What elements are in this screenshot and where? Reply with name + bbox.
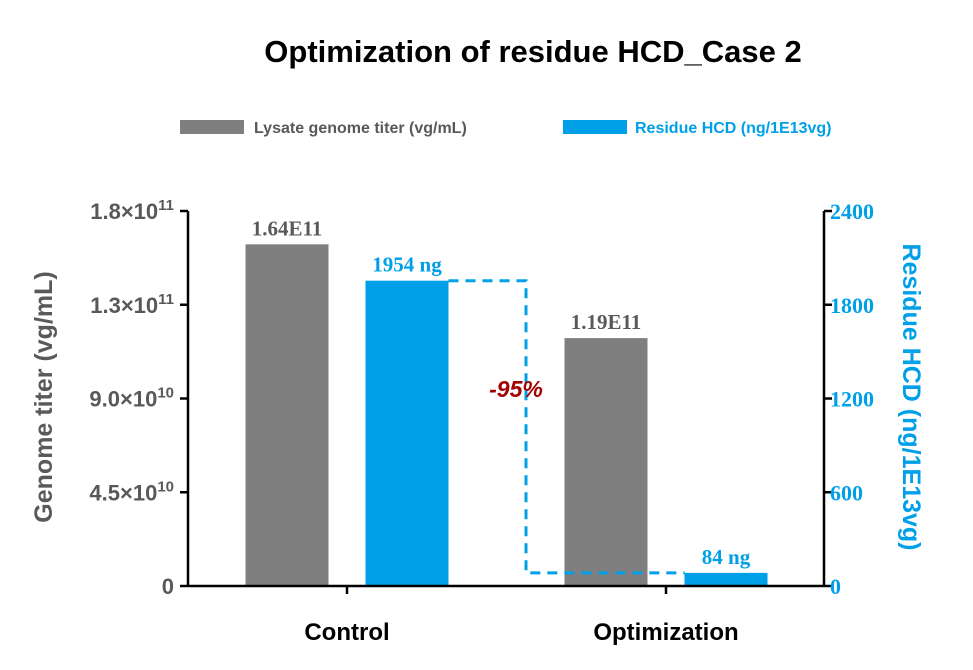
annotation: -95% [448, 279, 685, 575]
data-label-residue-hcd: 84 ng [702, 545, 751, 569]
y-right-tick-label: 1200 [830, 387, 874, 412]
category-labels: Control Optimization [304, 619, 738, 646]
chart-title: Optimization of residue HCD_Case 2 [264, 34, 801, 69]
legend: Lysate genome titer (vg/mL) Residue HCD … [180, 120, 831, 137]
legend-swatch-residue-hcd [563, 120, 627, 134]
y-right-tick-label: 0 [830, 574, 841, 599]
bar-residue-hcd [365, 280, 449, 586]
data-labels: 1.64E11 1954 ng 1.19E11 84 ng [252, 216, 751, 569]
legend-label-residue-hcd: Residue HCD (ng/1E13vg) [635, 120, 831, 137]
y-left-axis-title: Genome titer (vg/mL) [30, 271, 58, 522]
data-label-genome-titer: 1.19E11 [571, 310, 642, 334]
y-left-ticks: 0 4.5×1010 9.0×1010 1.3×1011 1.8×1011 [89, 197, 188, 599]
y-right-ticks: 0 600 1200 1800 2400 [824, 199, 874, 599]
bar-genome-titer [564, 338, 648, 586]
bars [245, 244, 768, 587]
y-left-tick-label: 1.8×1011 [90, 197, 174, 224]
reduction-bracket [448, 279, 685, 575]
y-left-tick-label: 0 [162, 574, 174, 599]
data-label-residue-hcd: 1954 ng [372, 253, 442, 277]
category-label: Control [304, 619, 389, 646]
axes [186, 211, 826, 594]
legend-swatch-genome-titer [180, 120, 244, 134]
reduction-annotation: -95% [489, 376, 543, 402]
y-right-tick-label: 600 [830, 480, 863, 505]
data-label-genome-titer: 1.64E11 [252, 216, 323, 240]
category-label: Optimization [593, 619, 738, 646]
bar-residue-hcd [684, 572, 768, 586]
y-right-tick-label: 2400 [830, 199, 874, 224]
legend-label-genome-titer: Lysate genome titer (vg/mL) [254, 120, 467, 137]
y-right-tick-label: 1800 [830, 293, 874, 318]
y-left-tick-label: 4.5×1010 [89, 478, 174, 505]
y-right-axis-title: Residue HCD (ng/1E13vg) [897, 243, 925, 550]
y-left-tick-label: 9.0×1010 [89, 385, 174, 412]
bar-genome-titer [245, 244, 329, 587]
y-left-tick-label: 1.3×1011 [90, 291, 174, 318]
